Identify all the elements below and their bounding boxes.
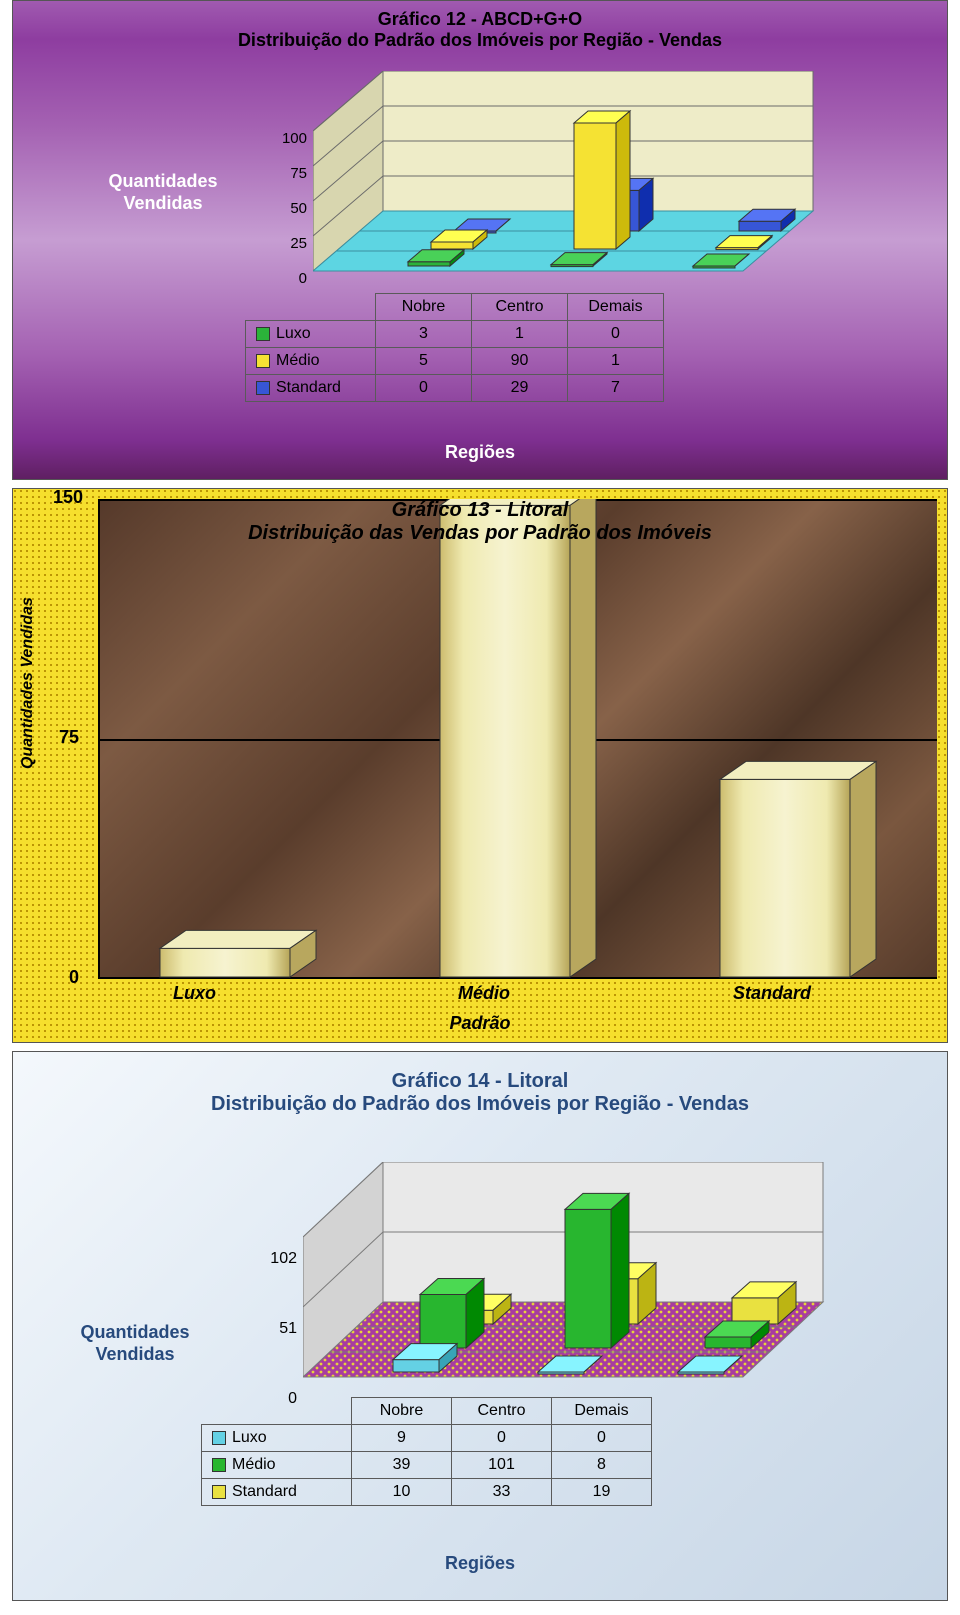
chart13-title: Gráfico 13 - Litoral Distribuição das Ve… [13,499,947,545]
chart14-title: Gráfico 14 - Litoral Distribuição do Pad… [13,1052,947,1116]
chart13-ylabel: Quantidades Vendidas [19,597,37,769]
legend-swatch [212,1458,226,1472]
legend-swatch [212,1485,226,1499]
chart13-xtick2: Standard [733,983,811,1004]
chart13-plot [98,499,937,979]
legend-swatch [256,381,270,395]
chart12-bars [313,71,833,291]
chart12-ylabel: Quantidades Vendidas [83,171,243,214]
chart13-xtick0: Luxo [173,983,216,1004]
legend-swatch [212,1431,226,1445]
chart12-xlabel: Regiões [13,434,947,473]
chart14-xlabel: Regiões [13,1543,947,1588]
chart13-ytick1: 75 [59,727,79,748]
chart13-ytick0: 0 [69,967,79,988]
chart13-xtick1: Médio [458,983,510,1004]
chart12-plot: 100 75 50 25 0 [313,71,833,296]
chart12-title: Gráfico 12 - ABCD+G+O Distribuição do Pa… [13,1,947,51]
chart14-plot: 102 51 0 [303,1162,843,1397]
chart14-bars [303,1162,843,1392]
legend-swatch [256,354,270,368]
chart14-ylabel: Quantidades Vendidas [55,1322,215,1365]
chart12-table: Nobre Centro Demais Luxo 3 1 0 Médio 5 9… [245,293,664,402]
chart14-table: Nobre Centro Demais Luxo 9 0 0 Médio 39 … [201,1397,652,1506]
chart13-panel: Gráfico 13 - Litoral Distribuição das Ve… [12,488,948,1043]
chart14-data-table: Nobre Centro Demais Luxo 9 0 0 Médio 39 … [201,1397,652,1506]
legend-swatch [256,327,270,341]
chart14-panel: Gráfico 14 - Litoral Distribuição do Pad… [12,1051,948,1601]
chart13-xlabel: Padrão [13,1013,947,1034]
chart12-data-table: Nobre Centro Demais Luxo 3 1 0 Médio 5 9… [245,293,664,402]
chart12-panel: Gráfico 12 - ABCD+G+O Distribuição do Pa… [12,0,948,480]
chart12-yticks: 100 75 50 25 0 [277,121,307,296]
chart12-title-line2: Distribuição do Padrão dos Imóveis por R… [13,30,947,51]
chart12-title-line1: Gráfico 12 - ABCD+G+O [13,9,947,30]
chart13-bars [100,499,950,979]
chart13-ytick2: 150 [53,487,83,508]
